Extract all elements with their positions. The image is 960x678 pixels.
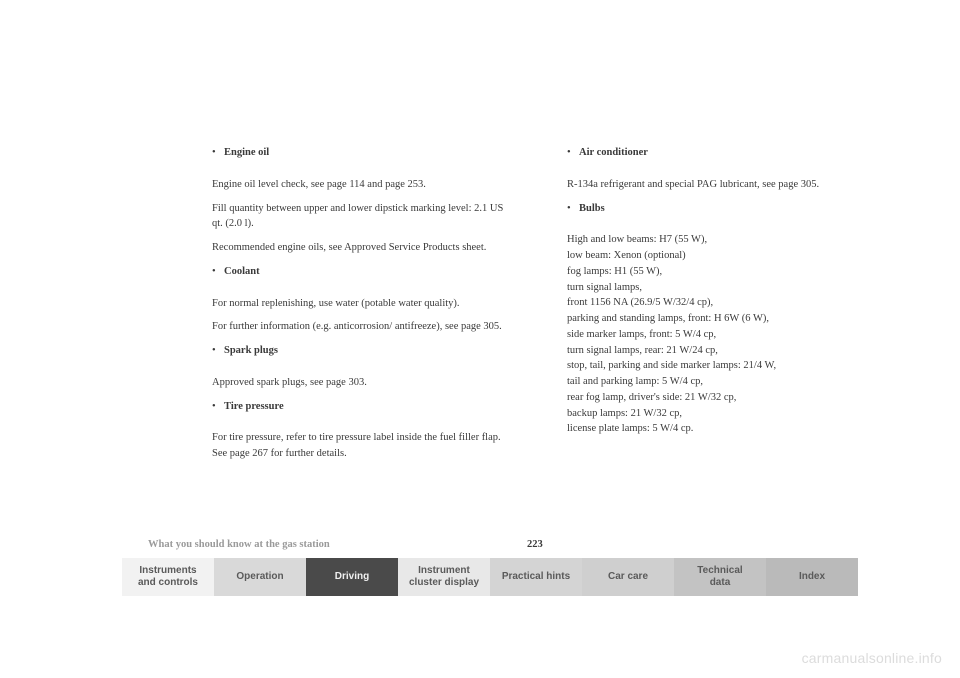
spark-plugs-heading: Spark plugs — [224, 343, 278, 359]
nav-instruments-and-controls[interactable]: Instruments and controls — [122, 558, 214, 596]
watermark-text: carmanualsonline.info — [802, 650, 942, 666]
bullet-icon: • — [212, 343, 218, 365]
engine-oil-heading-row: • Engine oil — [200, 145, 505, 167]
coolant-p1: For normal replenishing, use water (pota… — [200, 296, 505, 312]
bulbs-heading-row: • Bulbs — [555, 201, 860, 223]
content-columns: • Engine oil Engine oil level check, see… — [200, 145, 860, 470]
tire-pressure-heading: Tire pressure — [224, 399, 284, 415]
footer-section-title: What you should know at the gas station — [148, 539, 330, 550]
coolant-heading: Coolant — [224, 264, 260, 280]
bulbs-heading: Bulbs — [579, 201, 605, 217]
spark-plugs-p1: Approved spark plugs, see page 303. — [200, 375, 505, 391]
manual-page: • Engine oil Engine oil level check, see… — [0, 0, 960, 678]
left-column: • Engine oil Engine oil level check, see… — [200, 145, 505, 470]
engine-oil-p2: Fill quantity between upper and lower di… — [200, 201, 505, 233]
nav-instrument-cluster-display[interactable]: Instrument cluster display — [398, 558, 490, 596]
nav-technical-data[interactable]: Technical data — [674, 558, 766, 596]
coolant-heading-row: • Coolant — [200, 264, 505, 286]
engine-oil-p1: Engine oil level check, see page 114 and… — [200, 177, 505, 193]
engine-oil-p3: Recommended engine oils, see Approved Se… — [200, 240, 505, 256]
spark-plugs-heading-row: • Spark plugs — [200, 343, 505, 365]
bullet-icon: • — [212, 399, 218, 421]
nav-operation[interactable]: Operation — [214, 558, 306, 596]
bullet-icon: • — [212, 264, 218, 286]
nav-car-care[interactable]: Car care — [582, 558, 674, 596]
right-column: • Air conditioner R-134a refrigerant and… — [555, 145, 860, 470]
page-number: 223 — [527, 539, 543, 550]
bullet-icon: • — [567, 145, 573, 167]
bottom-nav: Instruments and controls Operation Drivi… — [122, 558, 858, 596]
coolant-p2: For further information (e.g. anticorros… — [200, 319, 505, 335]
nav-driving[interactable]: Driving — [306, 558, 398, 596]
air-conditioner-p1: R-134a refrigerant and special PAG lubri… — [555, 177, 860, 193]
air-conditioner-heading-row: • Air conditioner — [555, 145, 860, 167]
bulbs-p1: High and low beams: H7 (55 W), low beam:… — [555, 232, 860, 437]
air-conditioner-heading: Air conditioner — [579, 145, 648, 161]
engine-oil-heading: Engine oil — [224, 145, 269, 161]
bullet-icon: • — [567, 201, 573, 223]
tire-pressure-p1: For tire pressure, refer to tire pressur… — [200, 430, 505, 462]
bullet-icon: • — [212, 145, 218, 167]
nav-practical-hints[interactable]: Practical hints — [490, 558, 582, 596]
nav-index[interactable]: Index — [766, 558, 858, 596]
tire-pressure-heading-row: • Tire pressure — [200, 399, 505, 421]
